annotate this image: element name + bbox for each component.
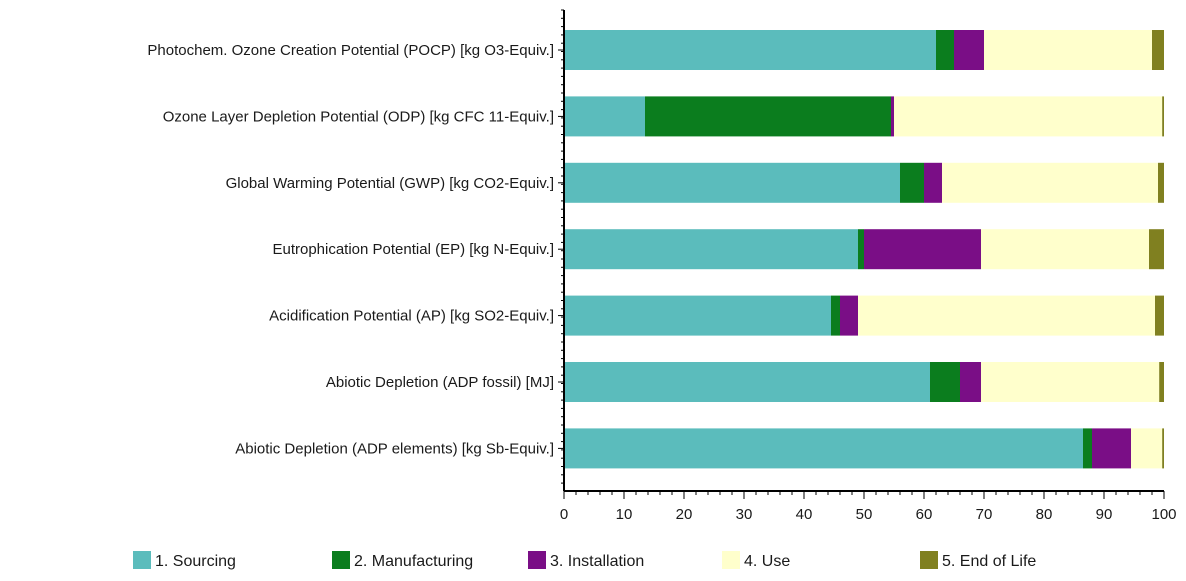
bar-segment (1149, 229, 1164, 270)
bar-segment (1155, 295, 1164, 336)
legend-label: 5. End of Life (942, 553, 1036, 570)
category-label: Ozone Layer Depletion Potential (ODP) [k… (163, 108, 554, 125)
x-tick-label: 50 (856, 506, 873, 523)
bar-segment (942, 162, 1158, 203)
x-tick-label: 80 (1036, 506, 1053, 523)
x-tick-label: 20 (676, 506, 693, 523)
bar-segment (1152, 30, 1164, 70)
axes-layer: Photochem. Ozone Creation Potential (POC… (147, 9, 1177, 523)
legend-label: 1. Sourcing (155, 553, 236, 570)
bar-segment (564, 229, 858, 270)
category-label: Acidification Potential (AP) [kg SO2-Equ… (269, 308, 554, 325)
bar-segment (930, 362, 960, 402)
bar-segment (900, 162, 924, 203)
bar-segment (960, 362, 981, 402)
bar-segment (864, 229, 981, 270)
bar-segment (1131, 428, 1163, 469)
x-tick-label: 70 (976, 506, 993, 523)
x-tick-label: 30 (736, 506, 753, 523)
legend-label: 2. Manufacturing (354, 553, 473, 570)
bar-segment (564, 162, 900, 203)
bar-segment (1159, 362, 1164, 402)
x-tick-label: 40 (796, 506, 813, 523)
bar-segment (981, 229, 1149, 270)
bar-segment (891, 96, 894, 137)
legend-swatch (332, 551, 350, 569)
bar-segment (831, 295, 840, 336)
bar-segment (936, 30, 954, 70)
bars-layer (564, 30, 1164, 469)
bar-segment (954, 30, 984, 70)
bar-segment (1092, 428, 1131, 469)
legend-swatch (528, 551, 546, 569)
bar-segment (564, 30, 936, 70)
x-tick-label: 90 (1096, 506, 1113, 523)
category-label: Global Warming Potential (GWP) [kg CO2-E… (226, 175, 554, 192)
bar-segment (1162, 96, 1164, 137)
legend-label: 4. Use (744, 553, 790, 570)
x-tick-label: 10 (616, 506, 633, 523)
bar-segment (1158, 162, 1164, 203)
bar-segment (984, 30, 1152, 70)
category-label: Photochem. Ozone Creation Potential (POC… (147, 42, 554, 59)
bar-segment (840, 295, 858, 336)
bar-segment (858, 295, 1155, 336)
bar-segment (645, 96, 891, 137)
bar-segment (564, 96, 645, 137)
x-tick-label: 60 (916, 506, 933, 523)
bar-segment (1083, 428, 1092, 469)
bar-segment (564, 295, 831, 336)
bar-segment (894, 96, 1163, 137)
bar-segment (564, 362, 930, 402)
x-tick-label: 0 (560, 506, 568, 523)
legend-swatch (920, 551, 938, 569)
bar-segment (858, 229, 864, 270)
legend-label: 3. Installation (550, 553, 644, 570)
bar-segment (564, 428, 1083, 469)
category-label: Abiotic Depletion (ADP fossil) [MJ] (326, 374, 554, 391)
category-label: Eutrophication Potential (EP) [kg N-Equi… (272, 241, 554, 258)
bar-segment (981, 362, 1160, 402)
category-label: Abiotic Depletion (ADP elements) [kg Sb-… (235, 440, 554, 457)
legend-swatch (722, 551, 740, 569)
bar-segment (924, 162, 942, 203)
x-tick-label: 100 (1151, 506, 1176, 523)
legend-swatch (133, 551, 151, 569)
bar-segment (1162, 428, 1164, 469)
legend: 1. Sourcing 2. Manufacturing 3. Installati… (133, 551, 1036, 570)
